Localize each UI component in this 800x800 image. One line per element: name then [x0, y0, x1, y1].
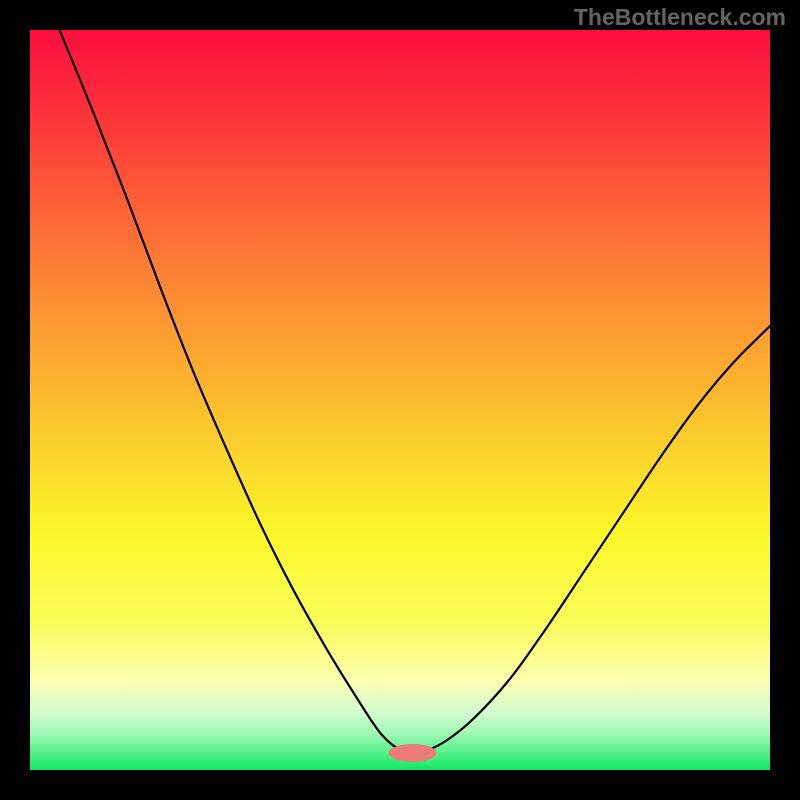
plot-area: [30, 30, 770, 770]
chart-container: TheBottleneck.com: [0, 0, 800, 800]
bottleneck-chart-svg: [30, 30, 770, 770]
optimum-marker: [389, 744, 437, 762]
gradient-background: [30, 30, 770, 770]
watermark-text: TheBottleneck.com: [574, 4, 786, 31]
